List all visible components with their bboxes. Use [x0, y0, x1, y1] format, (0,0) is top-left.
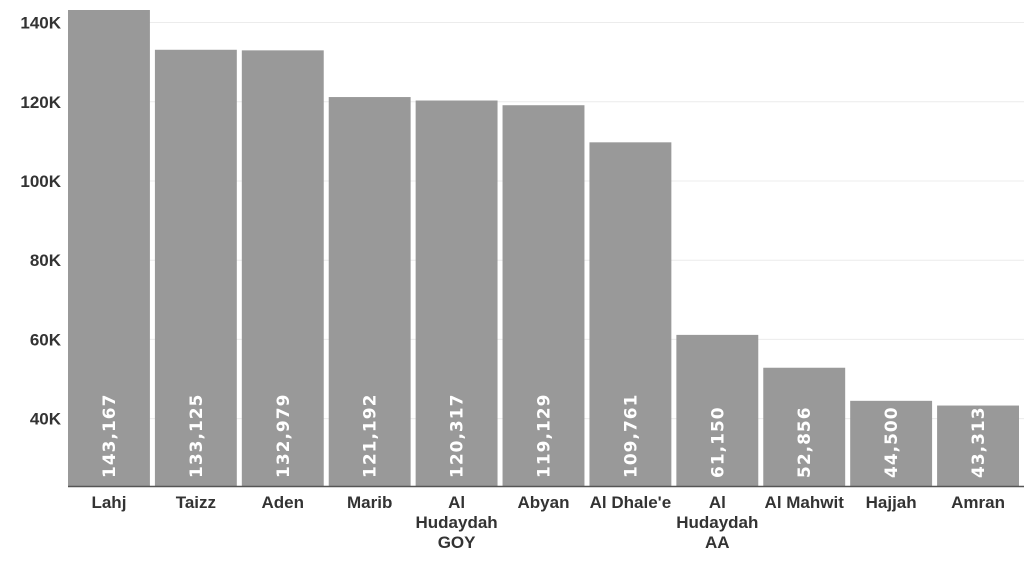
data-label: 43,313 — [969, 406, 989, 478]
bar — [676, 334, 759, 486]
y-tick-label: 100K — [20, 172, 61, 191]
x-tick-label-line: Abyan — [518, 493, 570, 512]
x-tick-label-line: Hudaydah — [415, 513, 497, 532]
x-tick-label-line: AA — [705, 533, 730, 552]
y-tick-label: 140K — [20, 14, 61, 33]
x-tick-label: Abyan — [518, 493, 570, 512]
bar — [589, 142, 672, 487]
data-label: 120,317 — [448, 394, 468, 478]
x-tick-label-line: GOY — [438, 533, 476, 552]
data-labels: 143,167 133,125 132,979 121,192 120,317 119,1… — [100, 394, 989, 478]
bar — [763, 367, 846, 486]
x-tick-label-line: Hajjah — [866, 493, 917, 512]
data-label: 143,167 — [100, 394, 120, 478]
bar — [328, 97, 411, 487]
bar — [850, 400, 933, 486]
x-tick-label: Al Mahwit — [765, 493, 845, 512]
y-tick-label: 80K — [30, 251, 62, 270]
x-tick-label-line: Taizz — [176, 493, 216, 512]
x-tick-label-line: Al — [709, 493, 726, 512]
data-label: 44,500 — [882, 406, 902, 478]
x-tick-label-line: Hudaydah — [676, 513, 758, 532]
bar — [241, 50, 324, 487]
x-tick-label: Marib — [347, 493, 392, 512]
x-tick-label-line: Al Dhale'e — [590, 493, 672, 512]
x-tick-label: Lahj — [91, 493, 126, 512]
y-tick-label: 40K — [30, 410, 62, 429]
data-label: 132,979 — [274, 394, 294, 478]
x-tick-label: Aden — [262, 493, 305, 512]
y-tick-label: 60K — [30, 330, 62, 349]
x-tick-label-line: Al Mahwit — [765, 493, 845, 512]
x-tick-label: Taizz — [176, 493, 216, 512]
data-label: 121,192 — [361, 394, 381, 478]
bar — [68, 10, 150, 486]
data-label: 52,856 — [795, 406, 815, 478]
x-tick-label-line: Amran — [951, 493, 1005, 512]
x-tick-label: Al Dhale'e — [590, 493, 672, 512]
x-tick-label: Amran — [951, 493, 1005, 512]
data-label: 133,125 — [187, 394, 207, 478]
bars — [68, 10, 1019, 487]
bar — [415, 100, 498, 487]
x-tick-label: Hajjah — [866, 493, 917, 512]
x-tick-label: Al Hudaydah AA — [676, 493, 758, 552]
x-tick-label: Al Hudaydah GOY — [415, 493, 497, 552]
x-tick-label-line: Al — [448, 493, 465, 512]
y-axis-ticks: 40K 60K 80K 100K 120K 140K — [20, 14, 61, 429]
x-tick-label-line: Marib — [347, 493, 392, 512]
data-label: 119,129 — [535, 394, 555, 478]
bar — [502, 105, 585, 486]
x-tick-label-line: Aden — [262, 493, 305, 512]
data-label: 109,761 — [621, 394, 641, 478]
data-label: 61,150 — [708, 406, 728, 478]
bar — [154, 49, 237, 487]
bar — [937, 405, 1019, 486]
y-tick-label: 120K — [20, 93, 61, 112]
x-tick-label-line: Lahj — [91, 493, 126, 512]
